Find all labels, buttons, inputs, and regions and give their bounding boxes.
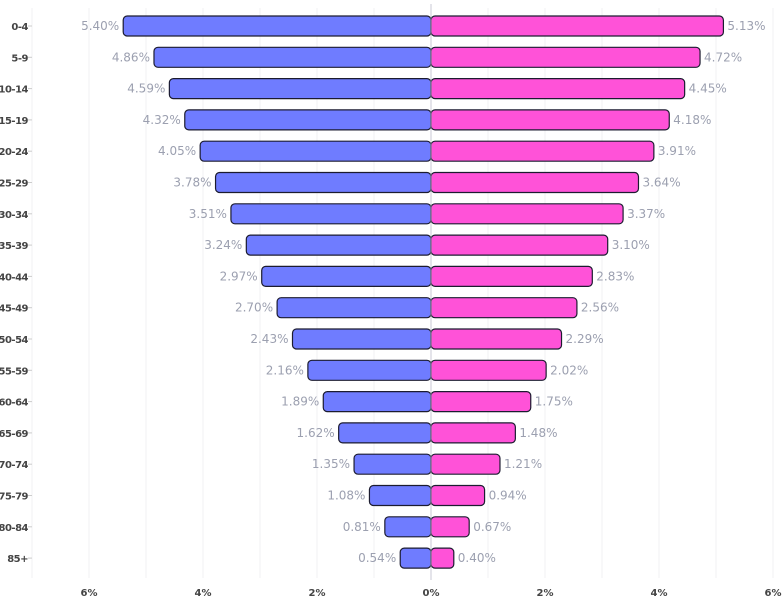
bar-right-value-label: 5.13% (727, 19, 765, 33)
bar-left-value-label: 2.97% (220, 269, 258, 283)
bar-right (430, 140, 655, 162)
y-category-label: 40-44 (0, 272, 29, 283)
x-tick-label: 6% (765, 588, 782, 599)
bar-left-value-label: 3.51% (189, 207, 227, 221)
bar-right (430, 328, 563, 350)
bar-right (430, 46, 701, 68)
y-category-label: 30-34 (0, 210, 29, 221)
bar-right (430, 359, 547, 381)
y-category-label: 80-84 (0, 523, 29, 534)
bar-right (430, 547, 455, 569)
bar-right-value-label: 4.18% (673, 113, 711, 127)
bar-left-value-label: 5.40% (81, 19, 119, 33)
bar-left (153, 46, 432, 68)
y-category-label: 20-24 (0, 147, 29, 158)
bar-right (430, 15, 725, 37)
y-category-label: 50-54 (0, 335, 29, 346)
bar-left-value-label: 0.54% (358, 551, 396, 565)
bar-right (430, 109, 670, 131)
y-category-label: 5-9 (11, 53, 28, 64)
y-category-label: 60-64 (0, 398, 29, 409)
bar-left-value-label: 2.43% (250, 332, 288, 346)
bar-left-value-label: 1.62% (297, 426, 335, 440)
bar-right-value-label: 3.91% (658, 144, 696, 158)
y-category-label: 85+ (7, 554, 28, 565)
bar-right-value-label: 1.48% (519, 426, 557, 440)
x-tick-label: 0% (423, 588, 440, 599)
bar-left (276, 297, 432, 319)
bar-left (245, 234, 432, 256)
bar-left-value-label: 4.86% (112, 50, 150, 64)
bar-right (430, 391, 532, 413)
bar-right (430, 203, 624, 225)
bar-right (430, 484, 486, 507)
bar-right-value-label: 2.02% (550, 363, 588, 377)
x-tick-label: 4% (651, 588, 668, 599)
bar-right-value-label: 1.21% (504, 457, 542, 471)
y-category-label: 55-59 (0, 366, 29, 377)
bar-right (430, 297, 578, 319)
y-category-label: 25-29 (0, 179, 29, 190)
bar-left (368, 484, 432, 507)
bar-right (430, 77, 686, 100)
x-tick-label: 2% (537, 588, 554, 599)
bar-right-value-label: 3.10% (612, 238, 650, 252)
bar-left (307, 359, 432, 381)
bar-right (430, 453, 501, 475)
bar-left-value-label: 1.08% (327, 489, 365, 503)
bar-right-value-label: 0.67% (473, 520, 511, 534)
bar-left-value-label: 4.59% (127, 82, 165, 96)
bar-right-value-label: 0.94% (489, 489, 527, 503)
bar-left-value-label: 4.05% (158, 144, 196, 158)
x-tick-label: 6% (81, 588, 98, 599)
bar-right (430, 171, 640, 194)
y-category-label: 15-19 (0, 116, 29, 127)
bar-right (430, 516, 470, 538)
bar-right-value-label: 3.64% (642, 176, 680, 190)
bar-left-value-label: 3.24% (204, 238, 242, 252)
bar-left (261, 265, 432, 287)
bar-right-value-label: 2.29% (566, 332, 604, 346)
bar-left (322, 391, 432, 413)
bar-left (199, 140, 432, 162)
x-tick-label: 2% (309, 588, 326, 599)
bar-right-value-label: 4.72% (704, 50, 742, 64)
bar-right (430, 265, 593, 287)
bar-left-value-label: 1.35% (312, 457, 350, 471)
bar-left (399, 547, 432, 569)
y-category-label: 45-49 (0, 304, 29, 315)
y-category-label: 0-4 (11, 22, 28, 33)
bar-right-value-label: 3.37% (627, 207, 665, 221)
bar-left (184, 109, 432, 131)
bar-left-value-label: 2.16% (266, 363, 304, 377)
y-category-label: 10-14 (0, 85, 29, 96)
bar-right-value-label: 2.56% (581, 301, 619, 315)
bar-left (230, 203, 432, 225)
bar-right (430, 422, 516, 444)
bar-right-value-label: 4.45% (689, 82, 727, 96)
bar-left (168, 77, 432, 100)
bar-left-value-label: 3.78% (173, 176, 211, 190)
bar-left (353, 453, 432, 475)
bar-left-value-label: 4.32% (143, 113, 181, 127)
bar-right-value-label: 2.83% (596, 269, 634, 283)
bar-left (122, 15, 432, 37)
y-category-label: 70-74 (0, 460, 29, 471)
bar-left (338, 422, 432, 444)
bar-left (214, 171, 432, 194)
y-category-label: 65-69 (0, 429, 29, 440)
bar-left-value-label: 1.89% (281, 395, 319, 409)
bar-left (291, 328, 432, 350)
bar-right-value-label: 1.75% (535, 395, 573, 409)
bar-left-value-label: 2.70% (235, 301, 273, 315)
bar-left (384, 516, 432, 538)
y-category-label: 35-39 (0, 241, 29, 252)
bar-right (430, 234, 609, 256)
bar-right-value-label: 0.40% (458, 551, 496, 565)
x-tick-label: 4% (195, 588, 212, 599)
bar-left-value-label: 0.81% (343, 520, 381, 534)
y-category-label: 75-79 (0, 492, 29, 503)
